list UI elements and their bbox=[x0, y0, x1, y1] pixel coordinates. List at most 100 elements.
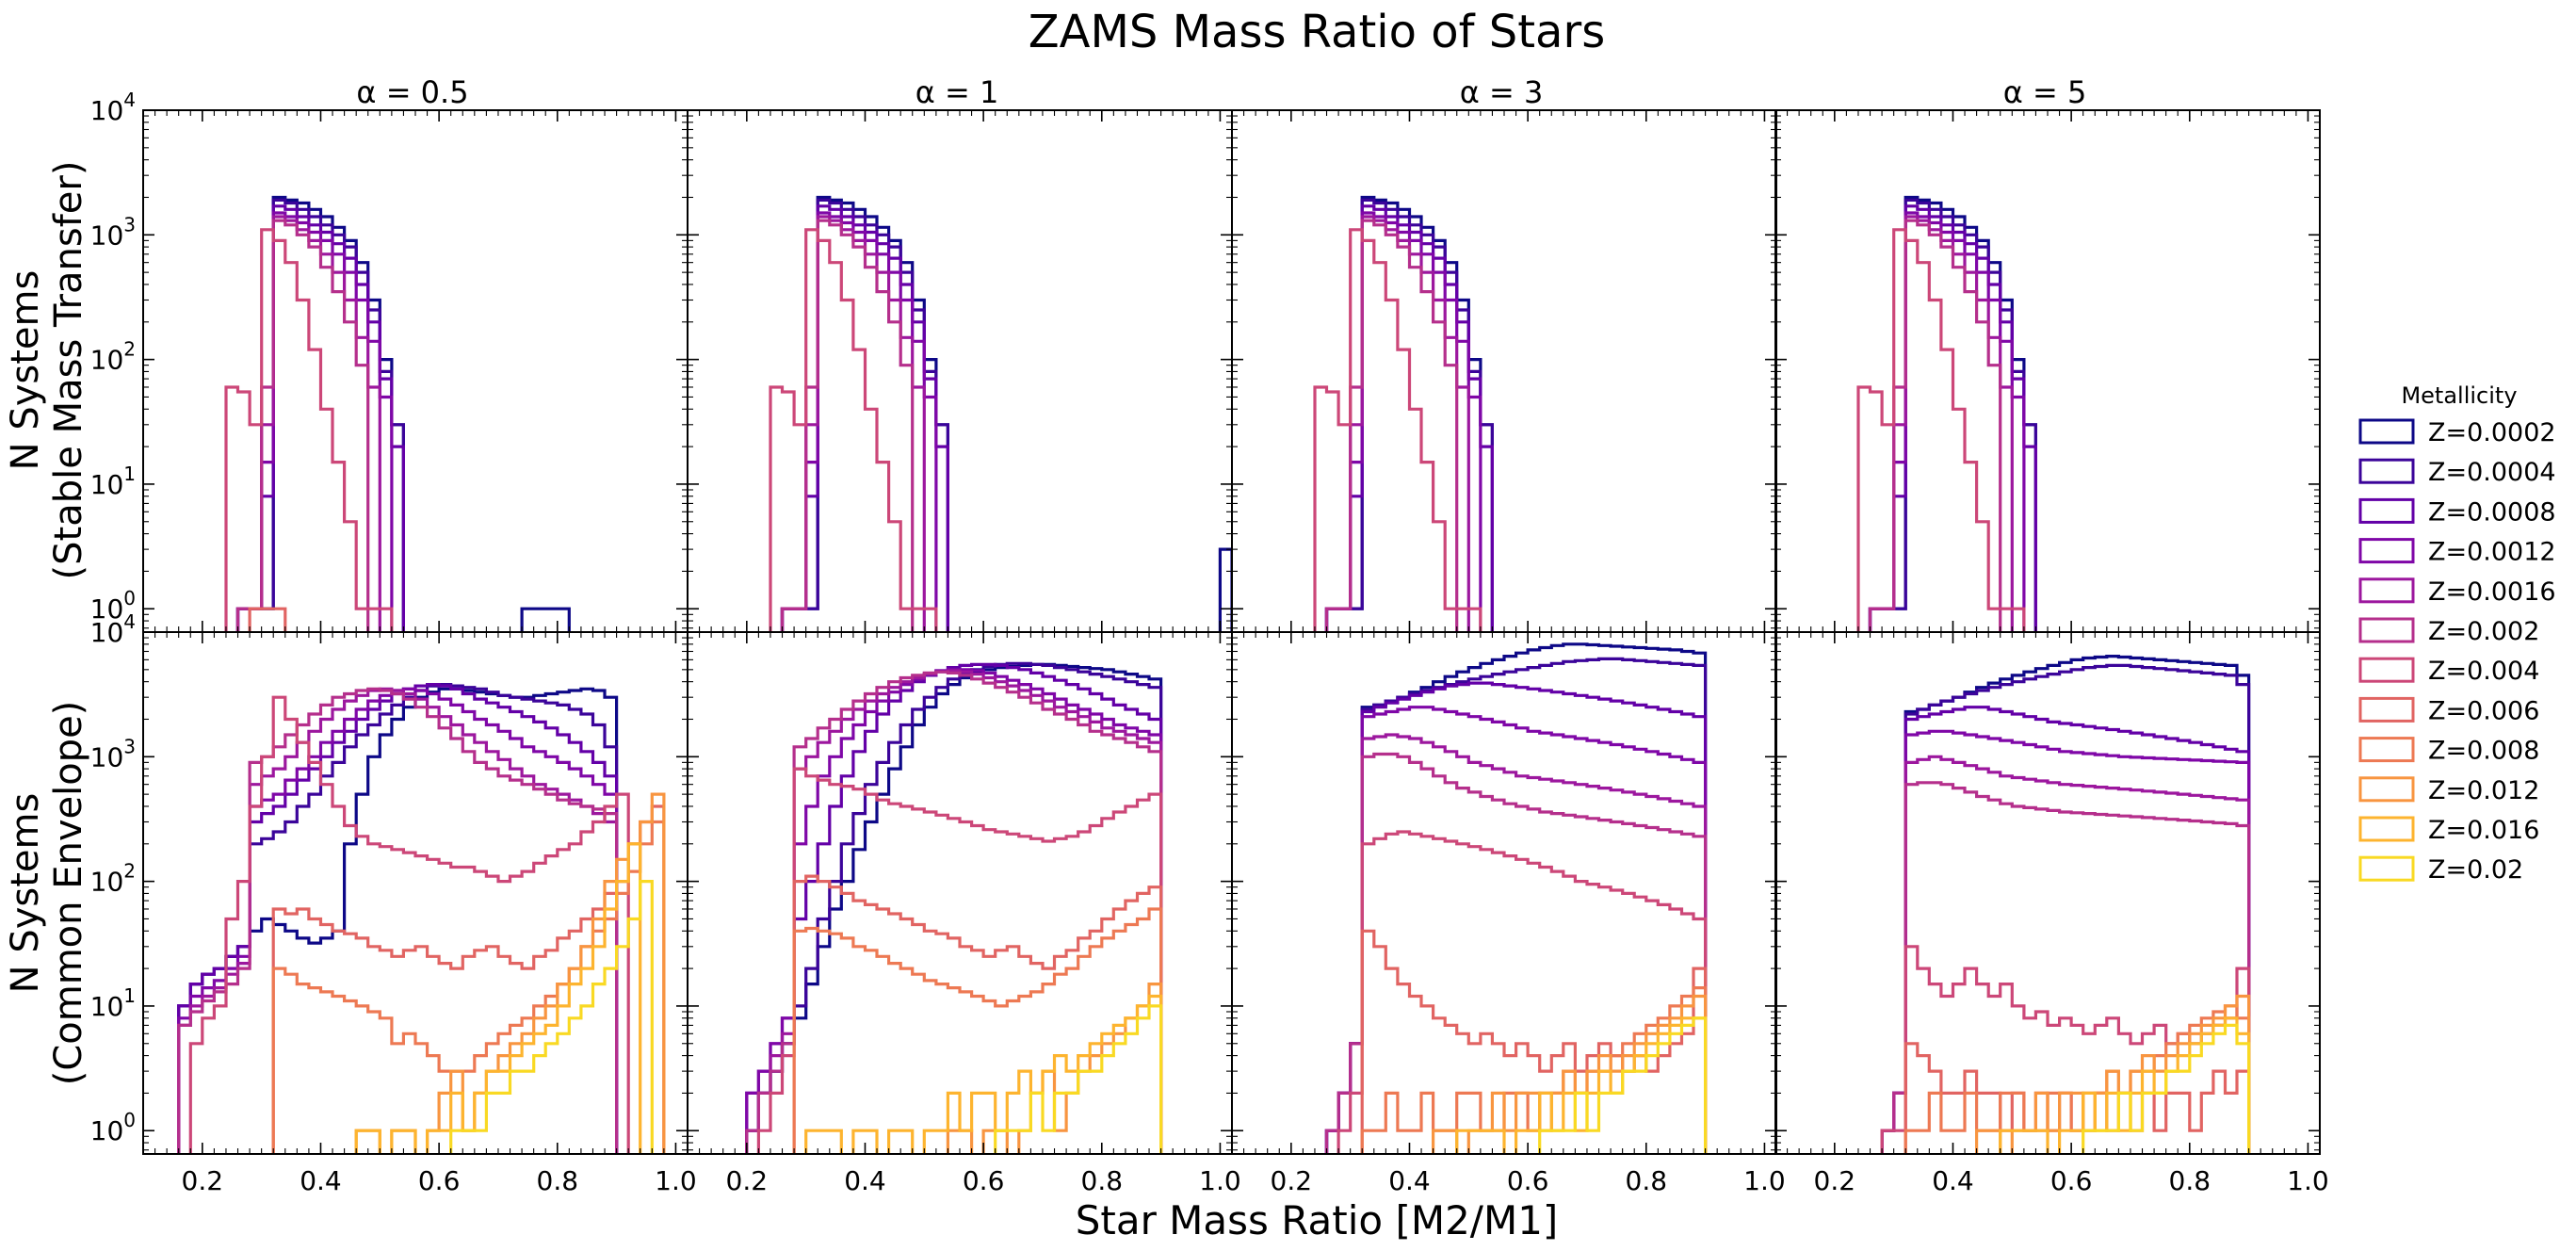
histogram-series bbox=[271, 804, 666, 1154]
panel: 0.2 0.4 0.6 0.8 1.0 bbox=[1774, 631, 2329, 1196]
histogram-series bbox=[354, 842, 642, 1154]
column-title: α = 5 bbox=[2003, 74, 2087, 110]
histogram-series bbox=[1538, 1016, 1708, 1154]
histogram-series bbox=[1324, 219, 1459, 632]
x-tick-label: 0.8 bbox=[1081, 1165, 1124, 1196]
y-tick-label: 101 bbox=[90, 463, 136, 500]
histogram-series bbox=[188, 695, 630, 1154]
histogram-group bbox=[1313, 195, 1494, 632]
column-title: α = 3 bbox=[1460, 74, 1544, 110]
histogram-group bbox=[1324, 642, 1708, 1154]
histogram-series bbox=[1313, 228, 1482, 632]
x-tick-label: 0.6 bbox=[1507, 1165, 1549, 1196]
histogram-series bbox=[224, 228, 394, 632]
y-tick-label: 101 bbox=[90, 984, 136, 1022]
histogram-series bbox=[756, 767, 1163, 1154]
legend-item: Z=0.0008 bbox=[2358, 497, 2556, 527]
legend-item: Z=0.02 bbox=[2358, 855, 2523, 885]
histogram-series bbox=[1868, 219, 2002, 632]
legend-swatch bbox=[2358, 737, 2415, 763]
x-tick-label: 0.2 bbox=[182, 1165, 224, 1196]
x-tick-label: 0.4 bbox=[1932, 1165, 1974, 1196]
histogram-series bbox=[1856, 228, 2026, 632]
legend-label: Z=0.008 bbox=[2428, 737, 2539, 766]
legend-label: Z=0.012 bbox=[2428, 776, 2539, 805]
x-axis-label: Star Mass Ratio [M2/M1] bbox=[1076, 1197, 1559, 1243]
histogram-series bbox=[2082, 1023, 2251, 1154]
x-tick-label: 0.2 bbox=[726, 1165, 769, 1196]
x-tick-label: 0.4 bbox=[1388, 1165, 1431, 1196]
histogram-group bbox=[745, 661, 1163, 1154]
histogram-series bbox=[1880, 781, 2251, 1154]
y-tick-label: 103 bbox=[90, 735, 136, 772]
histogram-series bbox=[994, 1004, 1163, 1154]
x-tick-label: 1.0 bbox=[2287, 1165, 2329, 1196]
panel bbox=[1231, 109, 1777, 633]
row-label-top: N Systems (Stable Mass Transfer) bbox=[4, 161, 90, 580]
chart-title: ZAMS Mass Ratio of Stars bbox=[1029, 6, 1605, 58]
panel: 0.2 0.4 0.6 0.8 1.0 100 101 102 103 104 bbox=[90, 610, 697, 1196]
histogram-series bbox=[177, 687, 619, 1154]
legend-title: Metallicity bbox=[2401, 382, 2517, 409]
x-tick-label: 0.6 bbox=[963, 1165, 1005, 1196]
legend-swatch bbox=[2358, 538, 2415, 564]
legend-label: Z=0.0004 bbox=[2428, 458, 2556, 487]
legend-swatch bbox=[2358, 776, 2415, 803]
column-title: α = 1 bbox=[915, 74, 999, 110]
ticks bbox=[1775, 631, 2321, 1154]
histogram-series bbox=[1324, 657, 1708, 1154]
y-tick-label: 100 bbox=[90, 587, 136, 625]
legend-label: Z=0.02 bbox=[2428, 855, 2523, 885]
histogram-group bbox=[177, 683, 666, 1154]
x-tick-label: 0.8 bbox=[2169, 1165, 2211, 1196]
legend-swatch bbox=[2358, 855, 2415, 882]
legend-swatch bbox=[2358, 458, 2415, 484]
ticks bbox=[1232, 631, 1777, 1154]
legend-item: Z=0.002 bbox=[2358, 617, 2539, 646]
legend: Metallicity Z=0.0002 Z=0.0004 Z=0.0008 Z=0.… bbox=[2358, 382, 2556, 885]
histogram-series bbox=[780, 219, 915, 632]
x-tick-label: 0.6 bbox=[418, 1165, 461, 1196]
histogram-series bbox=[1324, 752, 1708, 1154]
y-tick-label: 104 bbox=[90, 89, 136, 126]
legend-label: Z=0.002 bbox=[2428, 617, 2539, 646]
histogram-group bbox=[1880, 655, 2251, 1154]
x-tick-label: 1.0 bbox=[1743, 1165, 1786, 1196]
panel: 0.2 0.4 0.6 0.8 1.0 bbox=[1231, 631, 1786, 1196]
legend-swatch bbox=[2358, 418, 2415, 445]
legend-label: Z=0.016 bbox=[2428, 816, 2539, 845]
histogram-series bbox=[804, 994, 1163, 1154]
histogram-series bbox=[1360, 929, 1708, 1154]
histogram-series bbox=[235, 219, 370, 632]
histogram-series bbox=[449, 880, 654, 1154]
x-tick-label: 0.2 bbox=[1814, 1165, 1856, 1196]
legend-item: Z=0.0012 bbox=[2358, 538, 2556, 567]
histogram-series bbox=[177, 687, 619, 1154]
y-tick-label: 100 bbox=[90, 1109, 136, 1146]
legend-item: Z=0.006 bbox=[2358, 696, 2539, 725]
x-tick-label: 0.4 bbox=[844, 1165, 886, 1196]
panel: 100 101 102 103 104 bbox=[90, 89, 689, 633]
legend-item: Z=0.008 bbox=[2358, 737, 2539, 766]
legend-swatch bbox=[2358, 617, 2415, 643]
panel-frame bbox=[1231, 631, 1777, 1155]
legend-item: Z=0.0016 bbox=[2358, 577, 2556, 607]
ticks bbox=[688, 631, 1233, 1154]
row-label-line: (Stable Mass Transfer) bbox=[47, 161, 90, 580]
column-title: α = 0.5 bbox=[356, 74, 468, 110]
x-tick-label: 0.4 bbox=[300, 1165, 342, 1196]
histogram-group bbox=[224, 195, 571, 632]
histogram-series bbox=[792, 874, 1163, 1154]
legend-item: Z=0.016 bbox=[2358, 816, 2539, 845]
row-label-bottom: N Systems (Common Envelope) bbox=[4, 701, 90, 1086]
row-label-line: N Systems bbox=[4, 793, 47, 994]
legend-swatch bbox=[2358, 497, 2415, 524]
histogram-series bbox=[769, 228, 938, 632]
row-label-line: N Systems bbox=[4, 270, 47, 471]
panel: 0.2 0.4 0.6 0.8 1.0 bbox=[687, 631, 1241, 1196]
histogram-series bbox=[792, 907, 1163, 1154]
x-tick-label: 1.0 bbox=[655, 1165, 697, 1196]
histogram-group bbox=[1856, 195, 2037, 632]
